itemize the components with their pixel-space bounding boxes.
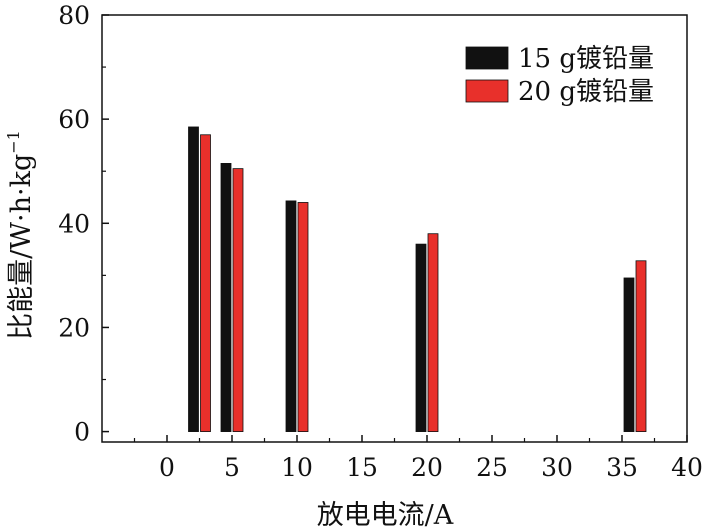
x-tick-label: 25 — [476, 453, 508, 482]
y-tick-label: 0 — [74, 418, 90, 447]
y-axis-ticks: 0 20 40 60 80 — [58, 1, 109, 447]
bar-20g-1 — [232, 168, 244, 432]
legend-swatch — [465, 46, 509, 70]
x-tick-label: 35 — [606, 453, 638, 482]
bar-15g-2 — [285, 200, 297, 432]
x-axis-ticks: 0 5 10 15 20 25 30 35 40 — [133, 435, 703, 482]
x-axis-label: 放电电流/A — [317, 500, 454, 531]
x-tick-label: 10 — [281, 453, 313, 482]
bar-20g-2 — [297, 202, 309, 432]
y-tick-label: 60 — [58, 105, 90, 134]
legend-label: 15 g镀铅量 — [518, 44, 654, 74]
x-tick-label: 15 — [346, 453, 378, 482]
y-axis-label-superscript: −1 — [4, 130, 23, 154]
x-tick-label: 5 — [224, 453, 240, 482]
legend-swatch — [465, 79, 509, 103]
bar-20g-4 — [635, 260, 647, 432]
x-tick-label: 0 — [159, 453, 175, 482]
y-axis-label-main: 比能量/W·h·kg — [6, 154, 37, 340]
y-tick-label: 20 — [58, 313, 90, 342]
y-axis-label: 比能量/W·h·kg−1 — [4, 130, 37, 340]
bar-15g-1 — [220, 163, 232, 432]
bar-15g-3 — [415, 243, 427, 432]
bar-15g-4 — [623, 277, 635, 432]
bars-group — [188, 126, 647, 432]
bar-20g-0 — [200, 134, 211, 432]
x-tick-label: 20 — [411, 453, 443, 482]
x-tick-label: 40 — [671, 453, 703, 482]
x-tick-label: 30 — [541, 453, 573, 482]
bar-15g-0 — [188, 126, 199, 432]
bar-20g-3 — [427, 233, 439, 432]
legend-label: 20 g镀铅量 — [518, 77, 654, 107]
y-tick-label: 40 — [58, 209, 90, 238]
y-tick-label: 80 — [58, 1, 90, 30]
